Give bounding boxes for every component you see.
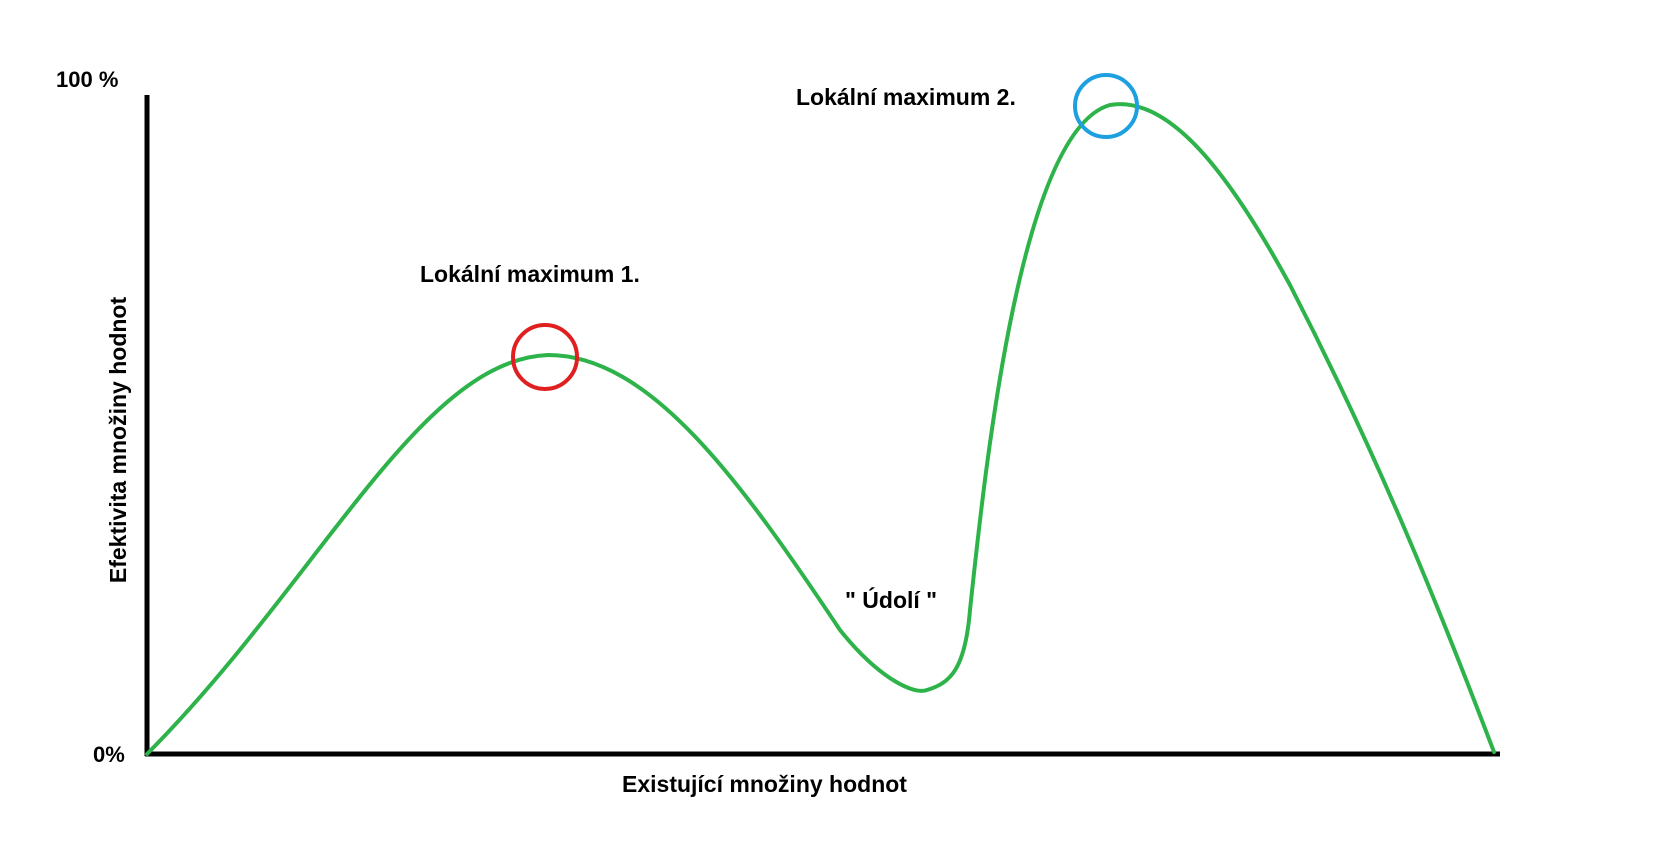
- local-max-1-marker: [511, 323, 579, 391]
- x-axis-title: Existující množiny hodnot: [622, 771, 907, 797]
- valley-label: " Údolí ": [845, 586, 937, 613]
- local-max-2-marker: [1073, 73, 1139, 139]
- local-max-2-label: Lokální maximum 2.: [796, 84, 1016, 110]
- y-axis-max-label: 100 %: [56, 67, 118, 92]
- y-axis-title: Efektivita množiny hodnot: [105, 297, 131, 584]
- y-axis-min-label: 0%: [93, 742, 125, 767]
- local-max-1-label: Lokální maximum 1.: [420, 261, 640, 287]
- efficiency-curve: [145, 102, 1496, 756]
